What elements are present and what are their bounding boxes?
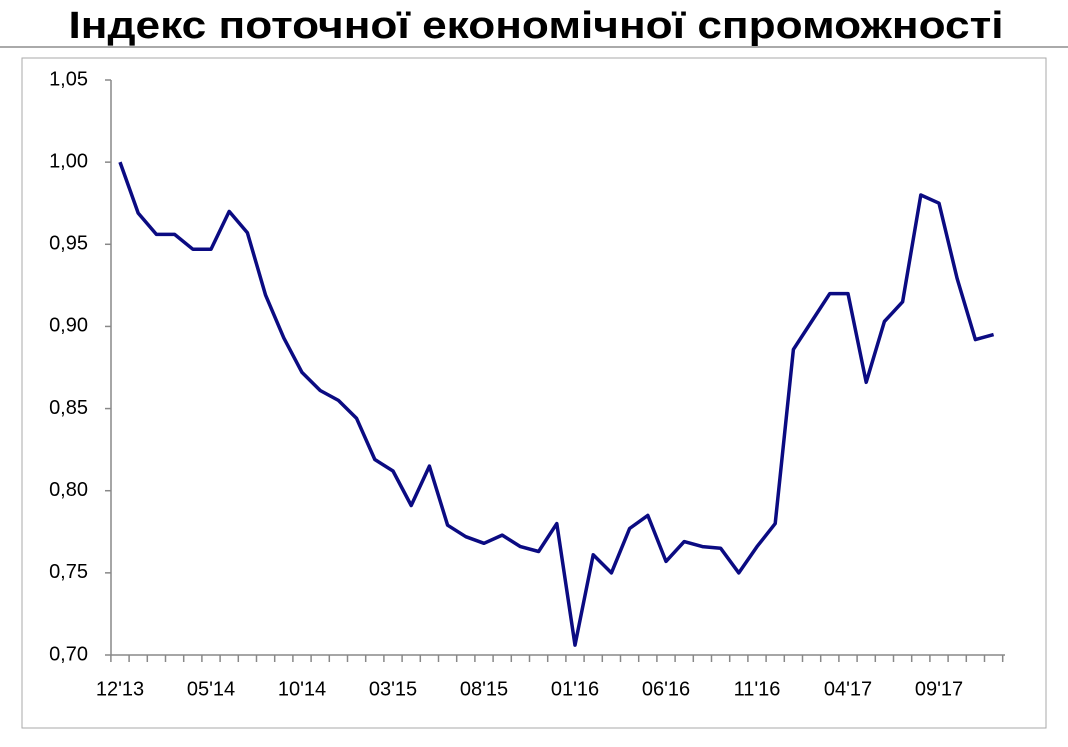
x-tick-label: 09'17 — [915, 678, 963, 700]
x-tick-label: 05'14 — [187, 678, 235, 700]
y-tick-label: 0,75 — [49, 561, 88, 583]
y-tick-label: 0,95 — [49, 233, 88, 255]
y-tick-label: 0,90 — [49, 315, 88, 337]
y-tick-label: 0,70 — [49, 643, 88, 665]
y-tick-label: 1,00 — [49, 150, 88, 172]
chart-frame — [21, 57, 1047, 729]
y-tick-label: 0,80 — [49, 479, 88, 501]
chart-title: Індекс поточної економічної спроможності — [69, 5, 1004, 47]
y-tick-label: 1,05 — [49, 68, 88, 90]
x-tick-label: 04'17 — [824, 678, 872, 700]
data-line — [118, 161, 995, 647]
x-tick-label: 10'14 — [278, 678, 326, 700]
x-tick-label: 12'13 — [96, 678, 144, 700]
x-tick-label: 11'16 — [734, 678, 781, 700]
x-tick-label: 08'15 — [460, 678, 508, 700]
x-tick-label: 06'16 — [642, 678, 690, 700]
y-tick-label: 0,85 — [49, 397, 88, 419]
x-tick-label: 03'15 — [369, 678, 417, 700]
x-tick-label: 01'16 — [551, 678, 599, 700]
